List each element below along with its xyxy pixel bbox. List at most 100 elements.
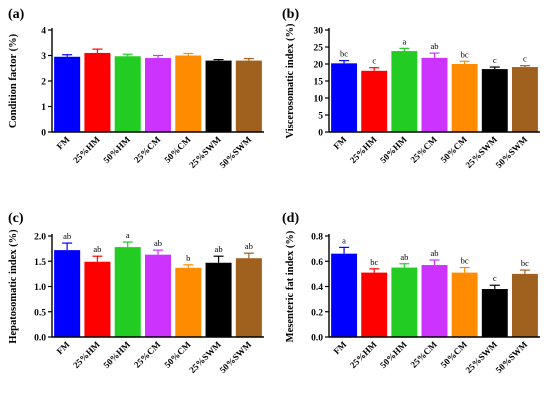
y-tick-label: 0.5	[34, 308, 46, 318]
category-label: 25%CM	[409, 134, 440, 165]
bar	[481, 289, 508, 337]
significance-label: b	[186, 253, 190, 263]
significance-label: ab	[245, 241, 253, 251]
category-label: FM	[332, 339, 349, 356]
panel-c: (c) Hepatosomatic index (%) ab FM ab 25%HM a 50…	[8, 211, 264, 375]
significance-label: ab	[430, 248, 438, 258]
bar	[205, 60, 232, 132]
y-tick-label: 1	[41, 103, 46, 113]
significance-label: bc	[521, 258, 529, 268]
bar	[235, 60, 262, 132]
category-label: 50%HM	[378, 339, 409, 370]
bar	[54, 56, 81, 132]
panel-b: (b)Viscerosomatic index (%) bcFMc25%HMa50…	[282, 7, 540, 170]
bar	[511, 67, 538, 132]
y-tick-label: 2	[41, 78, 46, 88]
category-label: FM	[55, 134, 72, 151]
y-tick-label: 0.2	[311, 308, 323, 318]
significance-label: ab	[430, 41, 438, 51]
category-label: 50%HM	[101, 134, 132, 165]
bar	[144, 58, 172, 132]
significance-label: c	[493, 273, 497, 283]
category-label: 25%HM	[348, 339, 379, 370]
significance-label: bc	[461, 256, 469, 266]
bar	[144, 254, 172, 337]
panel-label: (a)	[8, 7, 25, 22]
y-tick-label: 0	[318, 129, 323, 139]
y-axis-title: Mesenteric fat index (%)	[285, 230, 296, 342]
category-label: 25%CM	[132, 134, 163, 165]
significance-label: c	[493, 55, 497, 65]
y-tick-label: 2.0	[34, 233, 46, 243]
y-tick-label: 5	[318, 112, 323, 122]
y-tick-label: 3	[41, 52, 46, 62]
panel-label: (b)	[282, 7, 299, 22]
significance-label: ab	[215, 244, 223, 254]
y-tick-label: 0	[41, 129, 46, 139]
category-label: 50%HM	[378, 134, 409, 165]
bar	[54, 250, 81, 337]
bar	[361, 70, 388, 132]
bar	[84, 52, 111, 133]
significance-label: ab	[63, 231, 71, 241]
y-tick-label: 25	[314, 44, 324, 54]
panel-label: (d)	[282, 211, 299, 226]
y-axis-title: Condition factor (%)	[8, 33, 19, 128]
significance-label: bc	[461, 49, 469, 59]
bar	[114, 247, 141, 337]
y-tick-label: 0.0	[34, 334, 46, 344]
y-tick-label: 0.0	[311, 334, 323, 344]
significance-label: a	[126, 230, 130, 240]
significance-label: ab	[93, 244, 101, 254]
bar	[331, 253, 358, 337]
category-label: 25%HM	[348, 134, 379, 165]
significance-label: c	[523, 54, 527, 64]
significance-label: bc	[340, 49, 348, 59]
y-tick-label: 0.8	[311, 233, 323, 243]
y-tick-label: 1.5	[34, 258, 46, 268]
bar	[175, 55, 202, 132]
significance-label: ab	[154, 238, 162, 248]
category-label: 25%CM	[132, 339, 163, 370]
y-tick-label: 4	[41, 27, 46, 37]
category-label: FM	[55, 339, 72, 356]
panel-a: (a) Condition factor (%) FM 25%HM 50%HM 25%CM…	[8, 7, 264, 170]
bar	[391, 51, 418, 132]
bar	[481, 69, 508, 132]
bar	[421, 57, 448, 132]
category-label: 50%SWM	[494, 134, 530, 170]
bar	[235, 258, 262, 337]
significance-label: c	[372, 56, 376, 66]
category-label: 50%CM	[162, 134, 193, 165]
y-axis-title: Viscerosomatic index (%)	[285, 23, 296, 138]
bar	[114, 56, 141, 132]
significance-label: a	[402, 36, 406, 46]
y-tick-label: 0.6	[311, 258, 323, 268]
category-label: 50%SWM	[494, 339, 530, 375]
category-label: 50%HM	[101, 339, 132, 370]
bar	[175, 267, 202, 337]
significance-label: ab	[400, 252, 408, 262]
y-tick-label: 10	[314, 95, 324, 105]
bar	[331, 63, 358, 132]
category-label: 50%CM	[162, 339, 193, 370]
category-label: 50%SWM	[218, 339, 254, 375]
category-label: 50%CM	[439, 339, 470, 370]
significance-label: a	[342, 235, 346, 245]
y-tick-label: 15	[314, 78, 324, 88]
bar	[391, 267, 418, 337]
category-label: 50%CM	[439, 134, 470, 165]
bar	[205, 262, 232, 337]
category-label: 25%CM	[409, 339, 440, 370]
y-tick-label: 1.0	[34, 283, 46, 293]
bar	[451, 64, 478, 132]
category-label: 25%HM	[71, 134, 102, 165]
bar	[451, 272, 478, 337]
y-tick-label: 20	[314, 61, 324, 71]
category-label: FM	[332, 134, 349, 151]
category-label: 25%HM	[71, 339, 102, 370]
y-axis-title: Hepatosomatic index (%)	[8, 229, 19, 344]
bar	[511, 273, 538, 337]
bar	[361, 272, 388, 337]
